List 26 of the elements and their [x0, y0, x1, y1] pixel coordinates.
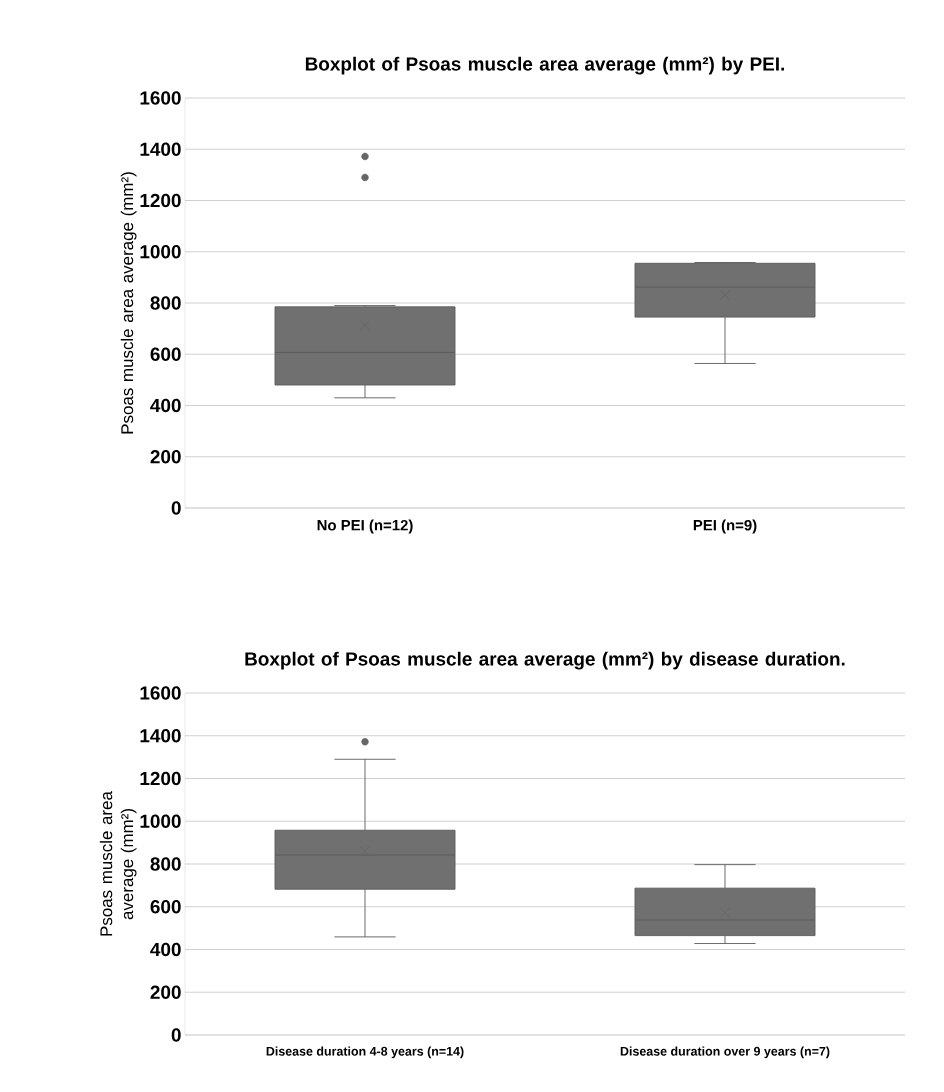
y-tick-label: 1200	[140, 193, 181, 208]
y-tick-label: 1000	[140, 814, 181, 828]
y-tick-label: 800	[150, 857, 181, 871]
x-tick-label: Disease duration over 9 years (n=7)	[620, 1046, 830, 1059]
x-tick-label: Disease duration 4-8 years (n=14)	[266, 1046, 464, 1059]
y-tick-label: 1200	[140, 771, 181, 786]
y-tick-label: 1600	[140, 686, 181, 700]
y-tick-label: 400	[150, 942, 181, 957]
y-tick-label: 400	[150, 398, 181, 413]
y-axis-title: Psoas muscle area average (mm²)	[99, 791, 137, 936]
y-tick-label: 1400	[140, 142, 181, 156]
y-tick-label: 1400	[140, 729, 181, 743]
chart-title: Boxplot of Psoas muscle area average (mm²) by PEI.	[305, 56, 785, 75]
y-tick-label: 0	[171, 1028, 181, 1042]
y-axis-title: Psoas muscle area average (mm²)	[120, 172, 137, 434]
x-tick-label: PEI (n=9)	[693, 519, 757, 534]
y-tick-label: 1000	[140, 245, 181, 259]
y-tick-label: 600	[150, 900, 181, 914]
x-tick-label: No PEI (n=12)	[317, 519, 413, 534]
y-tick-label: 800	[150, 296, 181, 310]
y-tick-label: 200	[150, 985, 181, 999]
y-tick-label: 600	[150, 347, 181, 361]
y-tick-label: 0	[171, 501, 181, 515]
y-tick-label: 1600	[140, 91, 181, 105]
y-tick-label: 200	[150, 450, 181, 464]
chart-title: Boxplot of Psoas muscle area average (mm²) by disease duration.	[245, 651, 845, 670]
